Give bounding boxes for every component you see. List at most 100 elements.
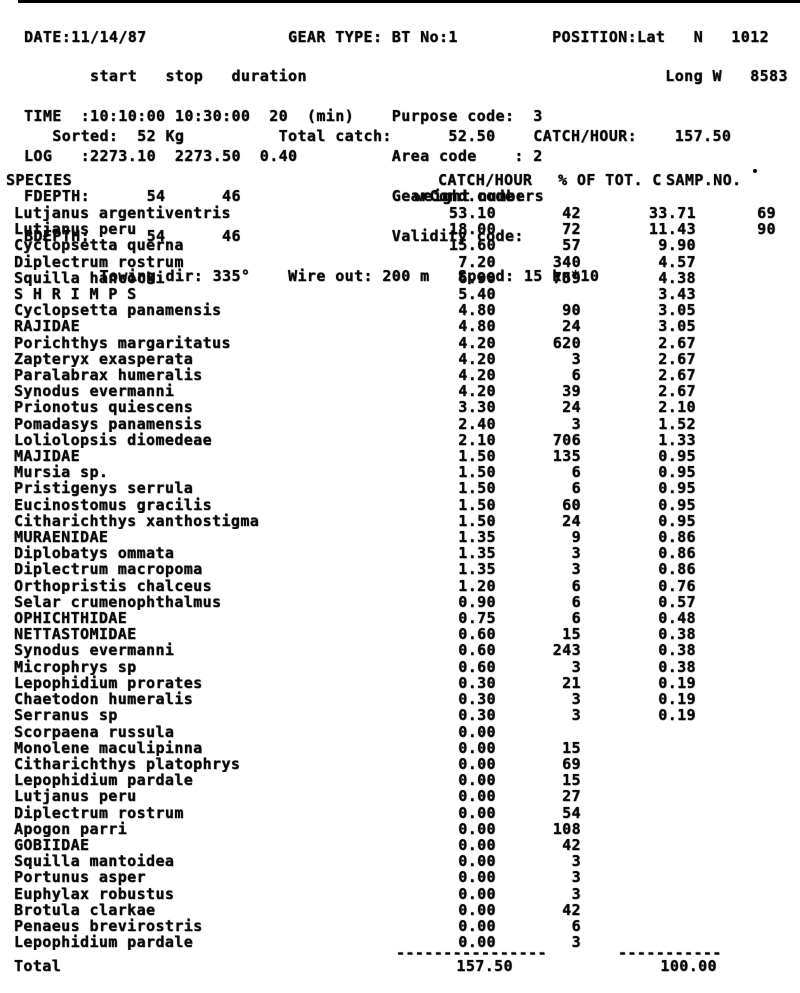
weight-cell: 4.80 <box>458 317 496 336</box>
weight-cell: 4.20 <box>458 366 496 385</box>
pct-cell: 0.86 <box>658 528 696 547</box>
weight-cell: 0.00 <box>458 754 496 773</box>
pct-cell <box>581 869 696 885</box>
weight-cell: 4.80 <box>458 301 496 320</box>
catch-summary-line: Sorted: 52 Kg Total catch: 52.50 CATCH/H… <box>24 127 732 145</box>
numbers-cell: 135 <box>552 447 581 466</box>
species-cell: Diplectrum rostrum <box>14 253 184 270</box>
weight-cell: 0.00 <box>458 722 496 741</box>
species-cell: Brotula clarkae <box>14 901 156 918</box>
samp-cell <box>696 351 776 367</box>
pct-cell: 0.95 <box>658 511 696 530</box>
pct-cell: 3.05 <box>658 317 696 336</box>
samp-cell <box>696 902 776 918</box>
samp-cell <box>696 691 776 707</box>
weight-cell: 0.00 <box>458 787 496 806</box>
pct-cell <box>581 788 696 804</box>
species-cell: S H R I M P S <box>14 286 137 303</box>
numbers-cell: 72 <box>562 220 581 239</box>
samp-cell <box>696 788 776 804</box>
station-header: DATE:11/14/87 GEAR TYPE: BT No:1 POSITIO… <box>24 4 788 310</box>
species-cell: Mursia sp. <box>14 464 109 481</box>
weight-cell: 0.00 <box>458 884 496 903</box>
species-cell: Diplectrum rostrum <box>14 804 184 821</box>
samp-cell <box>696 918 776 934</box>
weight-cell: 1.50 <box>458 463 496 482</box>
total-numbers-empty <box>496 957 581 975</box>
species-cell: Apogon parri <box>14 820 128 837</box>
samp-cell <box>696 480 776 496</box>
pct-cell: 0.76 <box>658 576 696 595</box>
species-row: RAJIDAE 4.80 24 3.05 <box>6 318 792 334</box>
species-row: Brotula clarkae 0.00 42 <box>6 902 792 918</box>
total-rule-weight: ---------------- <box>396 944 547 962</box>
samp-cell <box>696 724 776 740</box>
weight-cell: 1.50 <box>458 447 496 466</box>
pct-cell: 33.71 <box>648 204 696 222</box>
weight-cell: 0.00 <box>458 771 496 790</box>
samp-cell <box>696 837 776 853</box>
samp-cell <box>696 318 776 334</box>
species-cell: Synodus evermanni <box>14 383 175 400</box>
species-row: Lepophidium prorates 0.30 21 0.19 <box>6 675 792 691</box>
samp-cell <box>696 578 776 594</box>
numbers-cell: 90 <box>562 301 581 320</box>
numbers-cell: 60 <box>562 495 581 514</box>
pct-cell <box>581 756 696 772</box>
species-cell: MAJIDAE <box>14 448 81 465</box>
species-cell: Chaetodon humeralis <box>14 691 194 708</box>
numbers-cell: 3 <box>571 868 581 887</box>
species-cell: Portunus asper <box>14 869 147 886</box>
column-header-pct-of-total: % OF TOT. C <box>558 171 662 189</box>
numbers-cell: 42 <box>562 204 581 222</box>
pct-cell: 0.57 <box>658 592 696 611</box>
weight-cell: 1.50 <box>458 479 496 498</box>
species-row: Lutjanus peru 18.00 72 11.43 90 <box>6 221 792 237</box>
species-row: Chaetodon humeralis 0.30 3 0.19 <box>6 691 792 707</box>
pct-cell: 2.67 <box>658 382 696 401</box>
species-cell: Scorpaena russula <box>14 723 175 740</box>
species-row: Lepophidium pardale 0.00 15 <box>6 772 792 788</box>
weight-cell: 4.20 <box>458 333 496 352</box>
numbers-cell: 69 <box>562 754 581 773</box>
pct-cell <box>581 724 696 740</box>
species-cell: Pomadasys panamensis <box>14 415 203 432</box>
scan-artifact-dot <box>753 169 757 173</box>
species-row: Squilla mantoidea 0.00 3 <box>6 853 792 869</box>
pct-cell: 0.19 <box>658 706 696 725</box>
species-cell: Lutjanus peru <box>14 221 137 238</box>
species-cell: Penaeus brevirostris <box>14 917 203 935</box>
header-line-fdepth-gearcond: FDEPTH: 54 46 GearCond.code: <box>24 187 524 206</box>
pct-cell: 0.38 <box>658 625 696 644</box>
species-row: Lutjanus argentiventris 53.10 42 33.71 69 <box>6 205 792 221</box>
weight-cell: 0.60 <box>458 657 496 676</box>
species-row: Zapteryx exasperata 4.20 3 2.67 <box>6 351 792 367</box>
samp-cell: 69 <box>757 204 776 222</box>
numbers-cell <box>496 286 581 302</box>
species-row: Diplectrum macropoma 1.35 3 0.86 <box>6 561 792 577</box>
weight-cell: 0.00 <box>458 819 496 838</box>
scan-artifact-top-line <box>18 0 800 3</box>
species-cell: Eucinostomus gracilis <box>14 496 213 513</box>
numbers-cell: 6 <box>571 366 581 385</box>
numbers-cell: 3 <box>571 657 581 676</box>
weight-cell: 6.90 <box>458 268 496 287</box>
species-row: Citharichthys xanthostigma 1.50 24 0.95 <box>6 513 792 529</box>
samp-cell <box>696 805 776 821</box>
species-cell: Lutjanus peru <box>14 788 137 805</box>
species-row: Synodus evermanni 4.20 39 2.67 <box>6 383 792 399</box>
total-samp-empty <box>696 957 776 975</box>
pct-cell: 3.43 <box>658 285 696 304</box>
column-header-catch-hour: CATCH/HOUR <box>438 171 533 189</box>
samp-cell <box>696 367 776 383</box>
numbers-cell: 9 <box>571 528 581 547</box>
numbers-cell: 3 <box>571 349 581 368</box>
numbers-cell: 759 <box>552 268 581 287</box>
species-row: Diplectrum rostrum 0.00 54 <box>6 804 792 821</box>
pct-cell <box>581 853 696 869</box>
numbers-cell: 6 <box>571 479 581 498</box>
species-row: Monolene maculipinna 0.00 15 <box>6 740 792 756</box>
samp-cell <box>696 626 776 642</box>
samp-cell <box>696 416 776 432</box>
